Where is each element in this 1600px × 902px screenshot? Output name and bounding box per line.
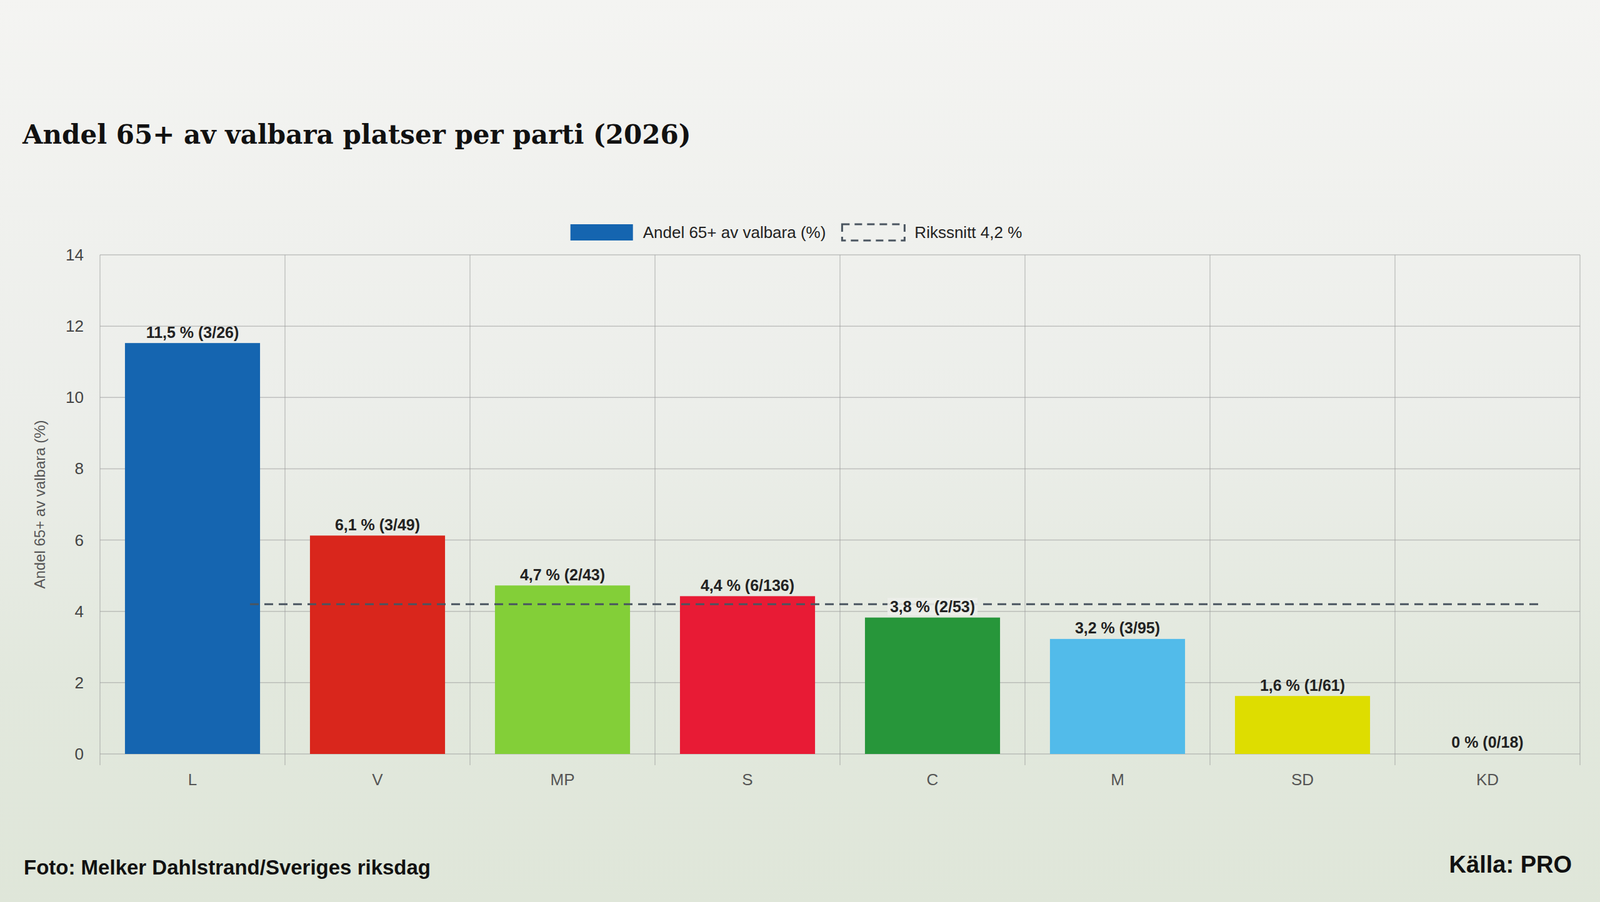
bar [125, 344, 259, 755]
label-patch [887, 598, 978, 616]
y-tick-label: 10 [65, 388, 84, 407]
chart: Andel 65+ av valbara platser per parti (… [0, 0, 1600, 902]
x-tick-label: V [371, 770, 384, 790]
grid-line-v [654, 255, 656, 766]
grid-line-v [1579, 255, 1581, 766]
bar [1420, 753, 1554, 755]
bars [125, 344, 1369, 755]
data-label: 4,4 % (6/136) [700, 576, 795, 595]
source: Källa: PRO [1449, 851, 1572, 879]
x-tick-label: C [926, 770, 939, 790]
grid-line-v [1394, 255, 1396, 766]
y-axis-title: Andel 65+ av valbara (%) [31, 420, 49, 589]
bar [865, 618, 999, 755]
data-label: 4,7 % (2/43) [520, 566, 605, 584]
x-tick-label: S [741, 770, 753, 790]
y-tick-label: 12 [65, 316, 84, 336]
grid-line-v [1024, 255, 1026, 766]
title: Andel 65+ av valbara platser per parti (… [21, 119, 692, 150]
legend-label: Andel 65+ av valbara (%) [643, 223, 827, 242]
y-tick-label: 4 [75, 602, 84, 622]
grid-line-v [469, 255, 471, 766]
data-label: 3,2 % (3/95) [1075, 619, 1160, 637]
grid-line-v [1209, 255, 1211, 766]
bar [495, 586, 629, 755]
bar [680, 597, 814, 755]
legend-swatch [570, 224, 634, 241]
bar [310, 536, 444, 755]
legend-label: Rikssnitt 4,2 % [914, 223, 1022, 242]
data-label: 1,6 % (1/61) [1260, 676, 1345, 695]
legend-swatch-ref [841, 224, 905, 241]
y-tick-label: 6 [75, 531, 84, 550]
y-tick-label: 2 [75, 673, 84, 693]
x-tick-label: SD [1291, 770, 1314, 790]
grid-line-v [99, 255, 101, 766]
legend: Andel 65+ av valbara (%) Rikssnitt 4,2 % [570, 223, 1023, 242]
y-tick-label: 14 [65, 245, 84, 265]
y-tick-label: 0 [75, 745, 84, 764]
data-label: 6,1 % (3/49) [335, 516, 420, 534]
grid-line-v [839, 255, 841, 766]
data-label: 0 % (0/18) [1451, 733, 1524, 752]
x-tick-label: MP [550, 770, 575, 790]
data-label: 3,8 % (2/53) [890, 598, 975, 616]
data-label: 11,5 % (3/26) [146, 323, 240, 342]
bar [1235, 697, 1369, 755]
x-tick-label: KD [1476, 770, 1499, 790]
grid [100, 255, 1580, 766]
bar [1050, 640, 1184, 755]
x-tick-label: M [1110, 770, 1125, 790]
y-tick-label: 8 [75, 459, 84, 479]
grid-line-v [284, 255, 286, 766]
photo-credit: Foto: Melker Dahlstrand/Sveriges riksdag [23, 856, 431, 880]
x-tick-label: L [188, 770, 197, 790]
